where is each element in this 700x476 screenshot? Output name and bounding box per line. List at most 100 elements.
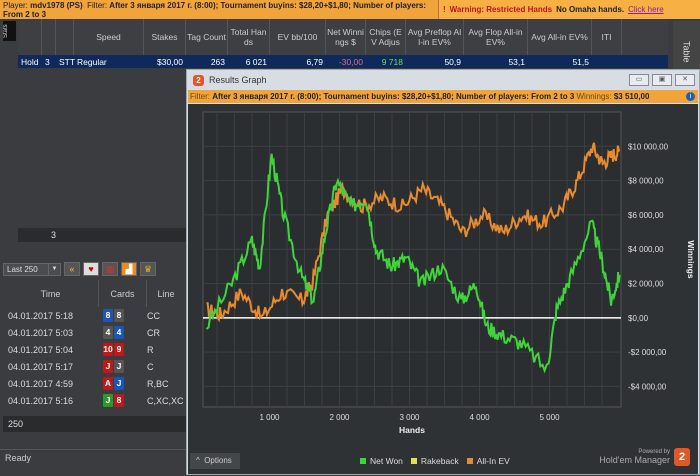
card: J <box>114 360 124 373</box>
rewind-icon[interactable]: « <box>64 262 80 276</box>
y-tick-label: $6 000,00 <box>628 211 664 220</box>
winnings-label: Winnings: <box>576 92 612 101</box>
status-bar: Ready <box>0 449 186 466</box>
hole-cards: 10 9 <box>99 343 147 356</box>
card: 8 <box>114 394 124 407</box>
cell: 263 <box>210 56 225 67</box>
hand-line: CR <box>147 327 160 338</box>
column-header[interactable]: Stakes <box>144 19 186 55</box>
column-header[interactable]: Avg Preflop All-in EV% <box>406 19 464 55</box>
maximize-button[interactable]: ▣ <box>652 74 672 86</box>
column-header[interactable]: Total Hands <box>228 19 270 55</box>
winnings-value: $3 510,00 <box>613 92 650 101</box>
column-header[interactable]: Net Winnings $ <box>326 19 366 55</box>
card: J <box>103 394 113 407</box>
row-count: 3 <box>18 228 186 242</box>
hand-time: 04.01.2017 5:17 <box>8 361 74 372</box>
cell: -30,00 <box>338 56 363 67</box>
column-header[interactable]: Chips (EV Adjus <box>366 19 406 55</box>
stats-tab[interactable]: Stats <box>3 21 16 41</box>
column-header[interactable] <box>18 19 42 55</box>
close-button[interactable]: ✕ <box>675 74 695 86</box>
column-header[interactable]: EV bb/100 <box>270 19 326 55</box>
table-row[interactable]: Hold 3 STT Regular $30,00 263 6 021 6,79 -30,00 9… <box>18 55 668 68</box>
powered-by: Powered by Hold'em Manager 2 <box>599 448 690 466</box>
warning-icon: ! <box>443 5 446 14</box>
column-header[interactable] <box>42 19 56 55</box>
y-tick-label: $0,00 <box>628 314 649 323</box>
plot-frame <box>202 111 622 408</box>
list-item[interactable]: 04.01.2017 5:18 8 8 CC <box>3 307 185 324</box>
cards-icon[interactable]: ♥ <box>83 262 99 276</box>
y-tick-label: $8 000,00 <box>628 177 664 186</box>
graph-filter-bar: Filter: After 3 января 2017 г. (8:00); T… <box>188 90 698 103</box>
column-header[interactable]: Speed <box>74 19 144 55</box>
card: J <box>103 360 113 373</box>
col-line[interactable]: Line <box>157 288 175 299</box>
info-icon[interactable]: i <box>686 92 695 101</box>
player-name: mdv1978 (PS) <box>30 0 83 10</box>
list-item[interactable]: 04.01.2017 5:17 J J C <box>3 358 185 375</box>
hand-time: 04.01.2017 5:03 <box>8 327 74 338</box>
column-header[interactable]: Avg All-in EV% <box>528 19 592 55</box>
cell: Regular <box>77 56 107 67</box>
legend-rakeback[interactable]: Rakeback <box>410 456 459 466</box>
graph-area: $10 000,00 $8 000,00 $6 000,00 $4 000,00 $2 … <box>188 104 698 474</box>
x-tick-label: 4 000 <box>470 413 491 422</box>
list-item[interactable]: 04.01.2017 4:59 A J R,BC <box>3 375 185 392</box>
y-tick-label: $2 000,00 <box>628 280 664 289</box>
x-tick-label: 1 000 <box>259 413 280 422</box>
card: 8 <box>114 309 124 322</box>
list-item[interactable]: 04.01.2017 5:04 10 9 R <box>3 341 185 358</box>
minimize-button[interactable]: ▭ <box>629 74 649 86</box>
x-axis-label: Hands <box>399 425 425 435</box>
powered-label: Powered by <box>638 449 670 455</box>
list-item[interactable]: 04.01.2017 5:16 J 8 C,XC,XC <box>3 392 185 409</box>
graph-icon[interactable]: ▟ <box>121 262 137 276</box>
table-tab-label: Table <box>681 41 692 63</box>
range-select[interactable]: Last 250 ▼ <box>3 262 61 276</box>
col-cards[interactable]: Cards <box>99 280 147 307</box>
legend-label: All-In EV <box>476 456 510 466</box>
cell: STT <box>59 56 76 67</box>
grid-icon[interactable]: ▦ <box>102 262 118 276</box>
column-header[interactable]: Tag Count <box>186 19 228 55</box>
graph-filter-label: Filter: <box>190 92 210 101</box>
y-axis-label: Winnings <box>686 240 696 278</box>
column-header[interactable]: Avg Flop All-in EV% <box>464 19 528 55</box>
legend-all-in-ev[interactable]: All-In EV <box>466 456 510 466</box>
y-tick-label: $10 000,00 <box>628 142 669 151</box>
column-header[interactable]: ITI <box>592 19 622 55</box>
chart-legend: Net Won Rakeback All-In EV <box>360 456 510 466</box>
cell: 6 021 <box>245 56 267 67</box>
x-tick-label: 3 000 <box>399 413 420 422</box>
window-title: Results Graph <box>209 75 267 85</box>
trophy-icon[interactable]: ♛ <box>140 262 156 276</box>
hands-footer: 250 <box>3 416 186 432</box>
column-header[interactable] <box>56 19 74 55</box>
x-tick-label: 5 000 <box>540 413 561 422</box>
card: 4 <box>103 326 113 339</box>
hands-header: Time Cards Line <box>3 280 186 307</box>
hm2-brand-icon: 2 <box>674 448 690 466</box>
card: 8 <box>103 309 113 322</box>
card: A <box>103 377 113 390</box>
window-titlebar[interactable]: 2 Results Graph <box>187 70 699 90</box>
list-item[interactable]: 04.01.2017 5:03 4 4 CR <box>3 324 185 341</box>
cell: 50,9 <box>444 56 461 67</box>
warning-text: Warning: Restricted Hands <box>449 5 553 14</box>
col-time[interactable]: Time <box>3 280 99 307</box>
card: 9 <box>114 343 124 356</box>
hand-time: 04.01.2017 5:16 <box>8 395 74 406</box>
hand-time: 04.01.2017 5:18 <box>8 310 74 321</box>
results-graph-window: 2 Results Graph ▭ ▣ ✕ Filter: After 3 январ… <box>186 69 700 475</box>
legend-net-won[interactable]: Net Won <box>360 456 403 466</box>
cell: Hold <box>21 56 39 67</box>
card: 4 <box>114 326 124 339</box>
options-button[interactable]: ^ Options <box>190 453 240 469</box>
click-here-link[interactable]: Click here <box>628 5 664 14</box>
cell: 6,79 <box>306 56 323 67</box>
brand-name: Hold'em Manager <box>599 455 670 465</box>
